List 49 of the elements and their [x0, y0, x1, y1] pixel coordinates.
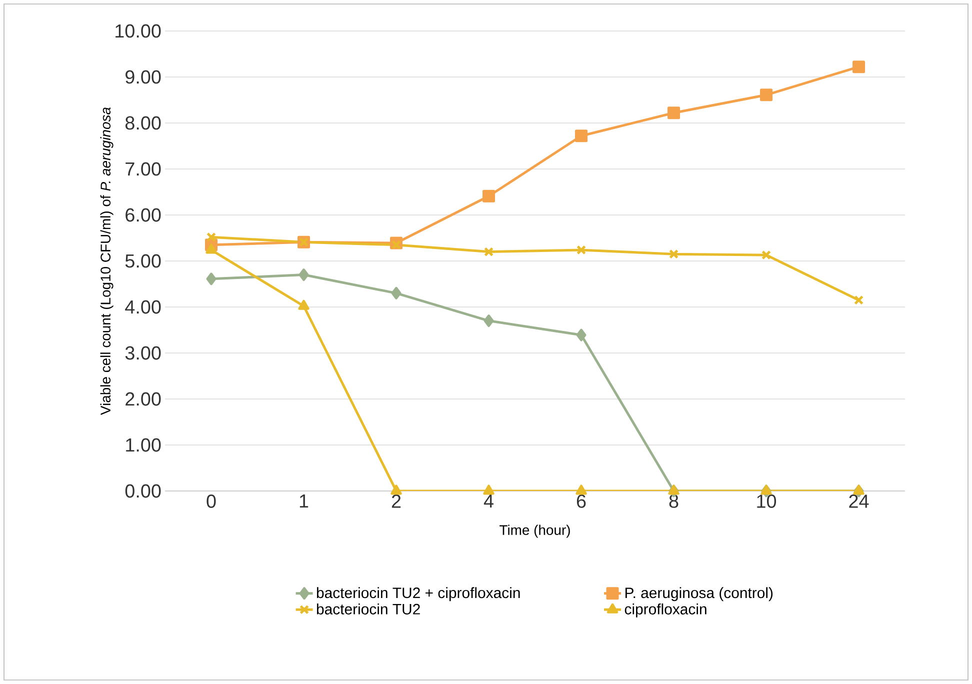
point [576, 328, 586, 342]
point [298, 300, 310, 310]
point [484, 247, 494, 257]
point [298, 268, 309, 282]
point [391, 240, 402, 250]
point [668, 106, 680, 120]
point [575, 130, 588, 142]
x-tick-label: 10 [757, 494, 776, 508]
x-tick-label: 6 [576, 494, 586, 508]
point [483, 484, 494, 495]
point [390, 484, 402, 495]
x-tick-label: 24 [849, 494, 869, 508]
point [854, 295, 864, 305]
y-tick-label: 2.00 [126, 392, 161, 406]
point [576, 245, 586, 255]
point [576, 484, 587, 495]
point [760, 88, 773, 102]
point [853, 484, 864, 495]
y-tick-label: 7.00 [126, 162, 161, 176]
x-tick-label: 1 [300, 494, 308, 508]
legend-label: ciprofloxacin [624, 603, 706, 618]
x-tick-label: 2 [392, 494, 401, 508]
point [668, 484, 680, 495]
point [668, 249, 679, 259]
y-tick-label: 0.00 [125, 484, 161, 498]
point [391, 286, 402, 300]
x-axis-title: Time (hour) [500, 524, 570, 538]
point [206, 272, 216, 286]
y-axis-title: Viable cell count (Log10 CFU/ml) of P. aeruginosa [100, 107, 114, 415]
legend-label: bacteriocin TU2 [316, 603, 420, 614]
legend-label: P. aeruginosa (control) [625, 587, 773, 602]
y-tick-label: 8.00 [125, 116, 161, 130]
y-tick-label: 4.00 [125, 300, 161, 314]
y-tick-label: 5.00 [125, 254, 161, 268]
x-tick-label: 4 [484, 494, 494, 508]
point [482, 190, 496, 202]
y-tick-label: 3.00 [125, 346, 161, 360]
point [760, 484, 772, 495]
point [206, 244, 217, 254]
point [206, 232, 216, 242]
y-tick-label: 1.00 [126, 438, 161, 452]
legend-label: bacteriocin TU2 + ciprofloxacin [316, 587, 520, 602]
y-tick-label: 9.00 [126, 70, 161, 84]
point [852, 60, 866, 74]
point [761, 250, 772, 260]
y-tick-label: 10.00 [116, 24, 161, 38]
point [484, 314, 494, 328]
x-tick-label: 0 [206, 494, 216, 508]
y-tick-label: 6.00 [126, 208, 161, 222]
